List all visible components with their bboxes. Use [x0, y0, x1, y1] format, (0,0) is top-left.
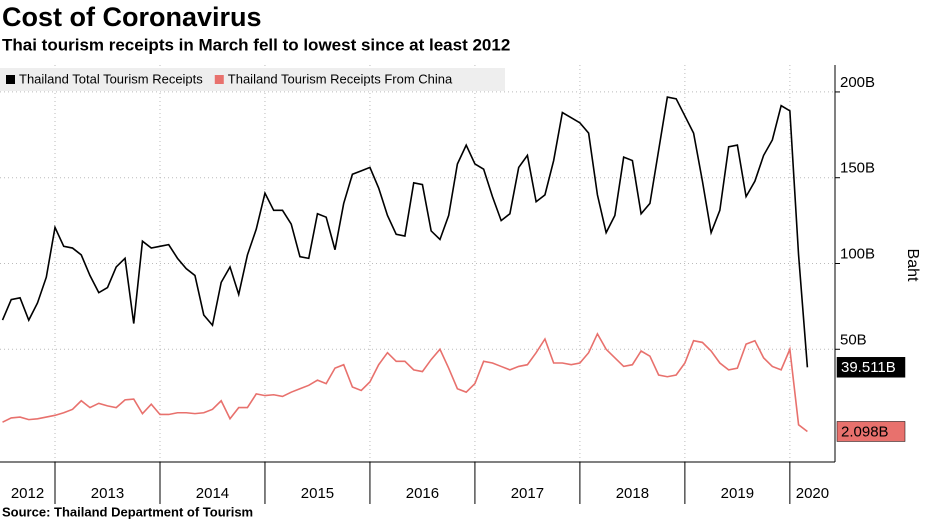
legend-swatch — [214, 75, 224, 84]
legend-label: Thailand Total Tourism Receipts — [19, 71, 203, 86]
y-tick-label: 50B — [840, 331, 867, 348]
y-tick-label: 100B — [840, 245, 875, 262]
legend-swatch — [6, 75, 15, 84]
x-tick-label: 2018 — [616, 485, 649, 502]
x-tick-label: 2014 — [196, 485, 229, 502]
value-label-box — [836, 421, 906, 442]
x-tick-label: 2016 — [406, 485, 439, 502]
y-tick-label: 150B — [840, 160, 875, 177]
value-label-box — [836, 357, 906, 378]
series-line — [1, 96, 809, 368]
source: Source: Thailand Department of Tourism — [2, 504, 253, 519]
x-tick-label: 2015 — [301, 485, 334, 502]
value-label: 39.511B — [841, 359, 896, 376]
x-tick-label: 2013 — [91, 485, 124, 502]
legend-label: Thailand Tourism Receipts From China — [228, 71, 453, 86]
legend: Thailand Total Tourism Receipts Thailand … — [0, 68, 505, 91]
series-line — [2, 332, 808, 433]
chart-subtitle: Thai tourism receipts in March fell to l… — [2, 35, 510, 54]
y-axis-label: Baht — [904, 249, 921, 282]
legend-bg — [0, 68, 505, 91]
x-tick-label: 2019 — [721, 485, 754, 502]
value-label: 2.098B — [841, 423, 889, 440]
chart-title: Cost of Coronavirus — [2, 2, 262, 32]
x-tick-label: 2020 — [796, 485, 829, 502]
y-tick-label: 200B — [840, 74, 875, 91]
x-tick-label: 2017 — [511, 485, 544, 502]
x-tick-label: 2012 — [11, 485, 44, 502]
